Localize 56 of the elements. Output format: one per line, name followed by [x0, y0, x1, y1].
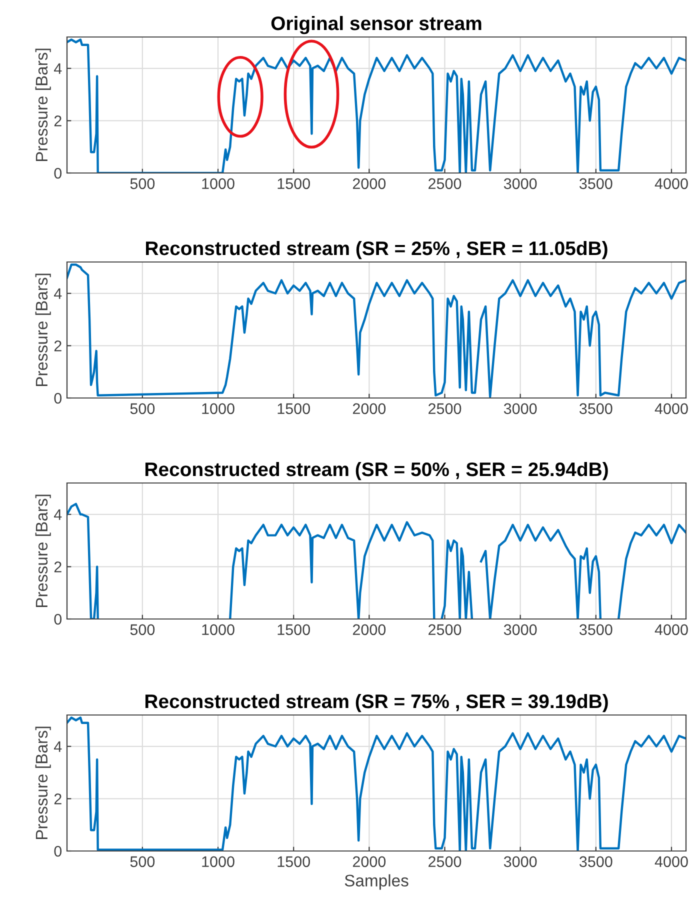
- x-tick-label: 3500: [580, 403, 612, 414]
- x-tick-label: 2500: [428, 856, 462, 868]
- y-tick-label: 4: [54, 509, 62, 520]
- y-tick-label: 4: [54, 741, 62, 752]
- x-tick-label: 4000: [654, 178, 688, 190]
- x-axis-title: Samples: [344, 874, 408, 890]
- y-axis-title: Pressure [Bars]: [35, 726, 51, 840]
- x-tick-label: 2000: [352, 624, 386, 636]
- y-axis-title: Pressure [Bars]: [35, 274, 51, 386]
- x-tick-label: 2500: [428, 403, 462, 414]
- x-tick-label: 1000: [202, 178, 234, 190]
- y-axis-title: Pressure [Bars]: [35, 48, 51, 162]
- chart-title: Reconstructed stream (SR = 50% , SER = 25.94dB): [145, 462, 608, 480]
- x-tick-label: 2000: [352, 178, 386, 190]
- chart-title: Reconstructed stream (SR = 75% , SER = 39.19dB): [145, 694, 608, 712]
- x-tick-label: 3000: [504, 624, 537, 636]
- x-tick-label: 1500: [278, 178, 310, 190]
- x-tick-label: 500: [130, 624, 155, 636]
- x-tick-label: 1500: [278, 624, 310, 636]
- x-tick-label: 3000: [504, 403, 537, 414]
- x-tick-label: 500: [130, 178, 155, 190]
- x-tick-label: 2500: [428, 178, 462, 190]
- x-tick-label: 500: [130, 403, 155, 414]
- y-tick-label: 0: [54, 846, 62, 857]
- x-tick-label: 2500: [428, 624, 462, 636]
- x-tick-label: 3500: [580, 178, 612, 190]
- line-series: [67, 38, 686, 173]
- x-tick-label: 3500: [580, 856, 612, 868]
- chart-title: Original sensor stream: [271, 16, 482, 34]
- y-tick-label: 2: [54, 116, 62, 126]
- x-tick-label: 1000: [202, 403, 234, 414]
- y-tick-label: 2: [54, 794, 62, 804]
- x-tick-label: 1000: [202, 624, 234, 636]
- y-tick-label: 0: [54, 168, 62, 179]
- x-tick-label: 500: [130, 856, 155, 868]
- y-tick-label: 4: [54, 288, 62, 299]
- x-tick-label: 1500: [278, 856, 310, 868]
- x-tick-label: 2000: [352, 403, 386, 414]
- y-tick-label: 0: [54, 614, 62, 625]
- y-tick-label: 2: [54, 340, 62, 352]
- line-series: [67, 716, 686, 851]
- chart-title: Reconstructed stream (SR = 25% , SER = 11.05dB): [146, 240, 608, 260]
- y-tick-label: 0: [54, 392, 62, 404]
- x-tick-label: 1000: [202, 856, 234, 868]
- x-tick-label: 4000: [654, 624, 688, 636]
- x-tick-label: 3500: [580, 624, 612, 636]
- x-tick-label: 3000: [504, 856, 537, 868]
- x-tick-label: 2000: [352, 856, 386, 868]
- x-tick-label: 4000: [654, 403, 688, 414]
- y-tick-label: 2: [54, 562, 62, 572]
- y-tick-label: 4: [54, 63, 62, 74]
- x-tick-label: 3000: [504, 178, 537, 190]
- x-tick-label: 1500: [278, 403, 310, 414]
- x-tick-label: 4000: [654, 856, 688, 868]
- y-axis-title: Pressure [Bars]: [35, 494, 51, 608]
- line-series: [67, 264, 686, 398]
